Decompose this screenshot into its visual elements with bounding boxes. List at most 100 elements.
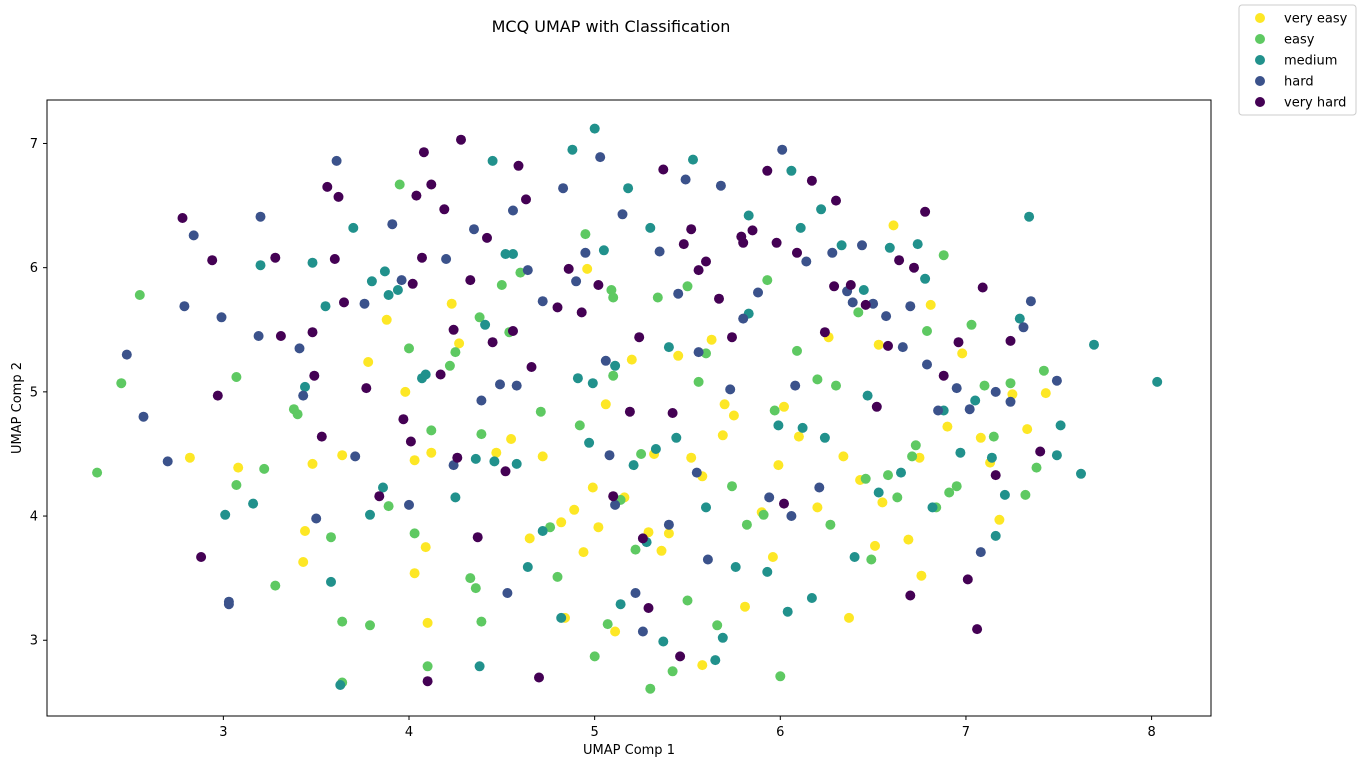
data-point: [877, 497, 888, 508]
data-point: [883, 340, 893, 351]
data-point: [1035, 446, 1046, 457]
data-point: [448, 460, 459, 471]
data-point: [311, 513, 322, 524]
chart-title: MCQ UMAP with Classification: [492, 17, 731, 36]
data-point: [831, 195, 841, 206]
data-point: [233, 462, 244, 473]
data-point: [829, 281, 840, 292]
data-point: [339, 297, 349, 308]
data-point: [771, 237, 782, 248]
data-point: [294, 343, 305, 354]
data-point: [320, 301, 331, 312]
data-point: [645, 683, 656, 694]
data-point: [686, 452, 697, 463]
data-point: [522, 562, 533, 572]
data-point: [580, 229, 591, 240]
data-point: [663, 519, 674, 530]
data-point: [396, 275, 407, 286]
data-point: [873, 339, 884, 350]
data-point: [381, 314, 392, 325]
data-point: [476, 616, 487, 627]
data-point: [326, 532, 336, 543]
y-tick-label: 3: [30, 634, 38, 649]
data-point: [816, 204, 827, 215]
data-point: [897, 342, 908, 353]
data-point: [836, 240, 847, 251]
data-point: [728, 410, 739, 421]
data-point: [806, 593, 817, 603]
data-point: [491, 447, 502, 458]
data-point: [500, 249, 511, 259]
data-point: [858, 285, 869, 295]
x-tick-label: 3: [219, 725, 227, 740]
data-point: [335, 680, 346, 690]
data-point: [909, 262, 919, 273]
data-point: [207, 255, 218, 266]
data-point: [825, 519, 836, 530]
data-point: [814, 482, 825, 493]
data-point: [717, 430, 728, 441]
data-point: [979, 380, 990, 391]
data-point: [465, 573, 476, 584]
data-point: [1007, 389, 1018, 400]
y-axis-ticks: 3 4 5 6 7: [30, 137, 47, 649]
data-point: [537, 451, 548, 462]
legend: very easy easy medium hard very hard: [1238, 4, 1357, 116]
data-point: [366, 276, 377, 287]
data-point: [975, 547, 986, 558]
data-point: [563, 263, 574, 274]
data-point: [1020, 489, 1031, 500]
data-point: [535, 406, 546, 417]
data-point: [522, 265, 533, 276]
data-point: [933, 405, 944, 416]
data-point: [608, 292, 619, 303]
data-point: [307, 327, 318, 338]
data-point: [606, 285, 617, 295]
data-point: [762, 275, 773, 286]
data-point: [634, 332, 645, 343]
series-very-hard: [177, 134, 1046, 687]
data-point: [422, 676, 433, 687]
series-medium: [220, 123, 1163, 690]
data-point: [944, 487, 955, 498]
data-point: [719, 399, 730, 410]
data-point: [957, 348, 968, 359]
data-point: [888, 220, 899, 231]
data-point: [775, 671, 786, 682]
legend-label: hard: [1284, 75, 1314, 90]
data-point: [636, 449, 647, 459]
data-point: [868, 298, 879, 309]
y-axis-label: UMAP Comp 2: [10, 362, 25, 454]
data-point: [792, 247, 802, 258]
data-point: [506, 434, 517, 444]
data-point: [990, 386, 1001, 397]
data-point: [465, 275, 476, 286]
data-point: [326, 576, 336, 587]
data-point: [556, 517, 567, 528]
data-point: [673, 350, 684, 361]
legend-item: easy: [1255, 33, 1315, 48]
legend-label: very hard: [1284, 96, 1346, 111]
data-point: [1031, 462, 1042, 473]
data-point: [972, 624, 983, 635]
data-point: [316, 431, 327, 442]
data-point: [779, 498, 789, 509]
data-point: [513, 160, 524, 171]
data-point: [329, 254, 340, 264]
data-point: [134, 290, 145, 300]
data-point: [496, 280, 507, 290]
data-point: [526, 362, 537, 372]
data-point: [379, 266, 390, 277]
data-point: [927, 502, 938, 513]
legend-label: medium: [1284, 54, 1337, 69]
data-point: [608, 370, 619, 381]
data-point: [860, 299, 871, 310]
data-point: [450, 347, 461, 358]
data-point: [1025, 296, 1036, 307]
data-point: [717, 632, 728, 643]
data-point: [184, 452, 195, 463]
x-tick-label: 7: [962, 725, 970, 740]
data-point: [650, 444, 661, 454]
data-point: [792, 345, 802, 356]
